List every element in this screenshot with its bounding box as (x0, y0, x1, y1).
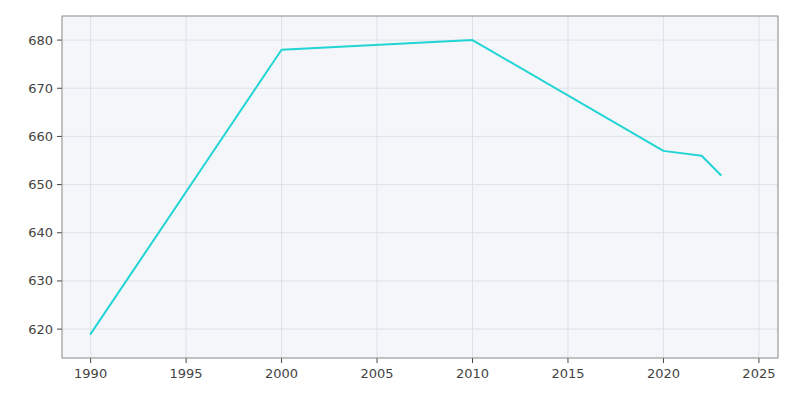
tick-label-y: 650 (28, 177, 53, 192)
plot-frame (62, 16, 778, 358)
grid-line-x (663, 16, 664, 358)
chart-container: 1990 1995 2000 2005 2010 2015 2020 2025 620 630 64… (0, 0, 800, 400)
tick-x (377, 358, 378, 363)
tick-label-y: 640 (28, 225, 53, 240)
tick-x (472, 358, 473, 363)
tick-y (57, 329, 62, 330)
grid-line-y (62, 88, 778, 89)
tick-y (57, 136, 62, 137)
tick-label-y: 660 (28, 129, 53, 144)
tick-y (57, 40, 62, 41)
tick-label-x: 2015 (551, 366, 584, 381)
grid (62, 16, 778, 358)
tick-y (57, 232, 62, 233)
data-line (91, 40, 721, 334)
grid-line-x (472, 16, 473, 358)
data-layer (91, 40, 721, 334)
tick-label-x: 2025 (742, 366, 775, 381)
grid-line-y (62, 136, 778, 137)
tick-x (758, 358, 759, 363)
tick-y (57, 184, 62, 185)
tick-label-y: 620 (28, 322, 53, 337)
grid-line-x (758, 16, 759, 358)
tick-label-x: 1990 (74, 366, 107, 381)
grid-line-y (62, 232, 778, 233)
tick-label-x: 2010 (456, 366, 489, 381)
tick-y (57, 88, 62, 89)
grid-line-y (62, 40, 778, 41)
tick-label-x: 1995 (170, 366, 203, 381)
chart-svg: 1990 1995 2000 2005 2010 2015 2020 2025 620 630 64… (0, 0, 800, 400)
tick-x (90, 358, 91, 363)
grid-line-y (62, 184, 778, 185)
tick-label-y: 680 (28, 33, 53, 48)
tick-x (281, 358, 282, 363)
tick-label-y: 630 (28, 273, 53, 288)
grid-line-x (281, 16, 282, 358)
tick-x (186, 358, 187, 363)
tick-x (663, 358, 664, 363)
grid-line-x (567, 16, 568, 358)
tick-x (567, 358, 568, 363)
grid-line-x (377, 16, 378, 358)
tick-label-y: 670 (28, 81, 53, 96)
tick-y (57, 280, 62, 281)
grid-line-x (90, 16, 91, 358)
tick-label-x: 2020 (647, 366, 680, 381)
grid-line-x (186, 16, 187, 358)
tick-label-x: 2005 (360, 366, 393, 381)
grid-line-y (62, 329, 778, 330)
grid-line-y (62, 280, 778, 281)
plot-background (62, 16, 778, 358)
axes: 1990 1995 2000 2005 2010 2015 2020 2025 620 630 64… (28, 33, 775, 381)
tick-label-x: 2000 (265, 366, 298, 381)
